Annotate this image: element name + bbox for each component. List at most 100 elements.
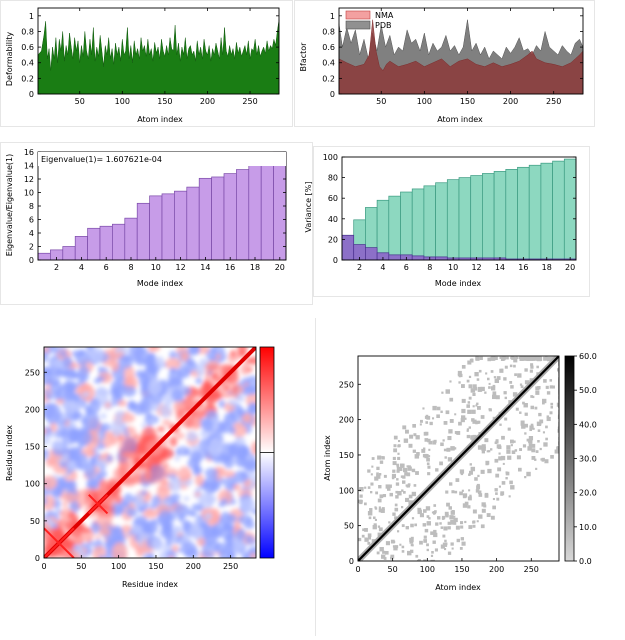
contact-dot-mirror-235 [451,490,455,494]
variance-xtick-label-4: 10 [448,263,458,272]
contact-dot-130 [394,516,397,520]
contact-dot-mirror-245 [494,488,498,492]
contact-dot-mirror-222 [524,423,529,428]
contact-dot-mirror-160 [524,412,528,416]
contact-dot-mirror-115 [540,458,543,461]
contact-dot-mirror-251 [449,482,453,486]
contact-dot-177 [489,357,493,361]
contact-dot-11 [408,443,413,448]
correlation-blob-140 [56,509,63,513]
contact-dot-mirror-268 [419,513,425,518]
contact-dot-126 [513,364,516,368]
contact-dot-143 [382,494,387,498]
contact-dot-9 [475,404,478,407]
correlation-blob-390 [93,378,101,384]
contact-dot-mirror-76 [531,448,536,453]
contact-dot-272 [423,431,428,436]
contact-map-plot: Atom index Atom index 0 50 100 150 200 250 0 50… [323,352,597,592]
contact-dot-mirror-40 [376,551,380,555]
legend-label-pdb: PDB [375,21,391,30]
correlation-blob-mirror-367 [203,524,211,531]
correlation-ytick-label-3: 150 [25,443,40,452]
correlation-blob-mirror-405 [225,513,237,523]
contact-dot-mirror-273 [437,516,441,520]
contact-dot-mirror-87 [444,548,447,551]
correlation-blob-mirror-398 [151,538,164,552]
contact-dot-mirror-262 [447,521,451,525]
correlation-blob-mirror-376 [190,444,201,452]
contact-dot-mirror-99 [495,473,500,478]
correlation-blob-mirror-381 [174,455,180,462]
contact-dot-mirror-59 [430,531,434,535]
correlation-blob-mirror-388 [208,437,223,458]
contact-dot-mirror-278 [445,513,449,518]
contact-dot-mirror-162 [456,538,460,543]
contact-dot-263 [396,463,400,467]
contact-dot-mirror-195 [469,494,472,498]
contact-dot-mirror-120 [530,405,534,410]
contact-dot-mirror-180 [433,529,437,534]
correlation-blob-319 [50,381,62,397]
contact-dot-246 [470,358,474,362]
contact-dot-284 [368,536,372,540]
contact-dot-mirror-52 [428,517,431,520]
contact-dot-mirror-207 [520,420,525,425]
variance-xtick-label-1: 4 [380,263,385,272]
correlation-blob-mirror-180 [177,513,186,523]
variance-cumulative-bar-9 [435,182,448,261]
contact-colorbar-label-4: 40.0 [579,420,597,429]
contact-dot-10 [391,473,397,479]
contact-ytick-label-4: 200 [339,416,354,425]
contact-dot-196 [403,438,409,443]
contact-dot-260 [412,424,416,428]
eigenvalue-bar-1 [37,252,51,261]
contact-dot-294 [426,462,430,466]
variance-cumulative-bar-19 [552,160,565,261]
contact-dot-mirror-146 [423,539,428,543]
correlation-blob-237 [44,497,48,506]
contact-dot-mirror-351 [381,554,386,559]
contact-dot-274 [396,465,400,468]
contact-dot-192 [444,456,447,459]
variance-xlabel: Mode index [435,279,481,288]
contact-dot-mirror-280 [459,547,463,550]
contact-dot-mirror-172 [481,446,486,451]
eigenvalue-ylabel: Eigenvalue/Eigenvalue(1) [5,154,14,256]
contact-dot-mirror-296 [469,470,473,475]
correlation-blob-209 [72,412,81,422]
bfactor-ytick-label-5: 1 [330,12,335,21]
contact-dot-mirror-348 [538,412,542,417]
contact-dot-mirror-39 [462,503,468,508]
correlation-blob-411 [73,399,80,403]
contact-dot-mirror-80 [477,474,480,478]
contact-dot-335 [364,486,367,489]
contact-dot-mirror-205 [417,507,422,512]
correlation-blob-230 [62,501,68,508]
contact-dot-189 [461,365,466,369]
contact-dot-mirror-53 [487,468,492,474]
contact-dot-mirror-113 [507,427,510,430]
contact-dot-mirror-57 [504,417,508,421]
correlation-blob-mirror-394 [111,542,128,558]
contact-dot-mirror-75 [498,485,501,488]
contact-dot-mirror-119 [498,456,503,461]
contact-dot-mirror-185 [485,460,490,465]
correlation-blob-366 [146,352,156,365]
contact-dot-309 [519,383,523,386]
correlation-blob-mirror-355 [210,481,221,491]
contact-dot-228 [411,491,417,497]
correlation-blob-mirror-413 [194,492,201,497]
contact-dot-mirror-60 [415,554,419,558]
contact-dot-357 [476,402,479,405]
correlation-blob-180 [80,416,88,426]
contact-dot-mirror-242 [527,446,532,451]
variance-cumulative-bar-18 [540,162,553,261]
correlation-xtick-label-4: 200 [186,562,201,571]
contact-dot-mirror-118 [480,524,485,529]
correlation-blob-mirror-412 [251,440,256,453]
contact-dot-276 [367,511,373,516]
correlation-blob-mirror-400 [158,510,172,525]
contact-dot-321 [358,499,362,504]
correlation-blob-mirror-196 [145,493,150,499]
contact-dot-144 [421,448,426,453]
